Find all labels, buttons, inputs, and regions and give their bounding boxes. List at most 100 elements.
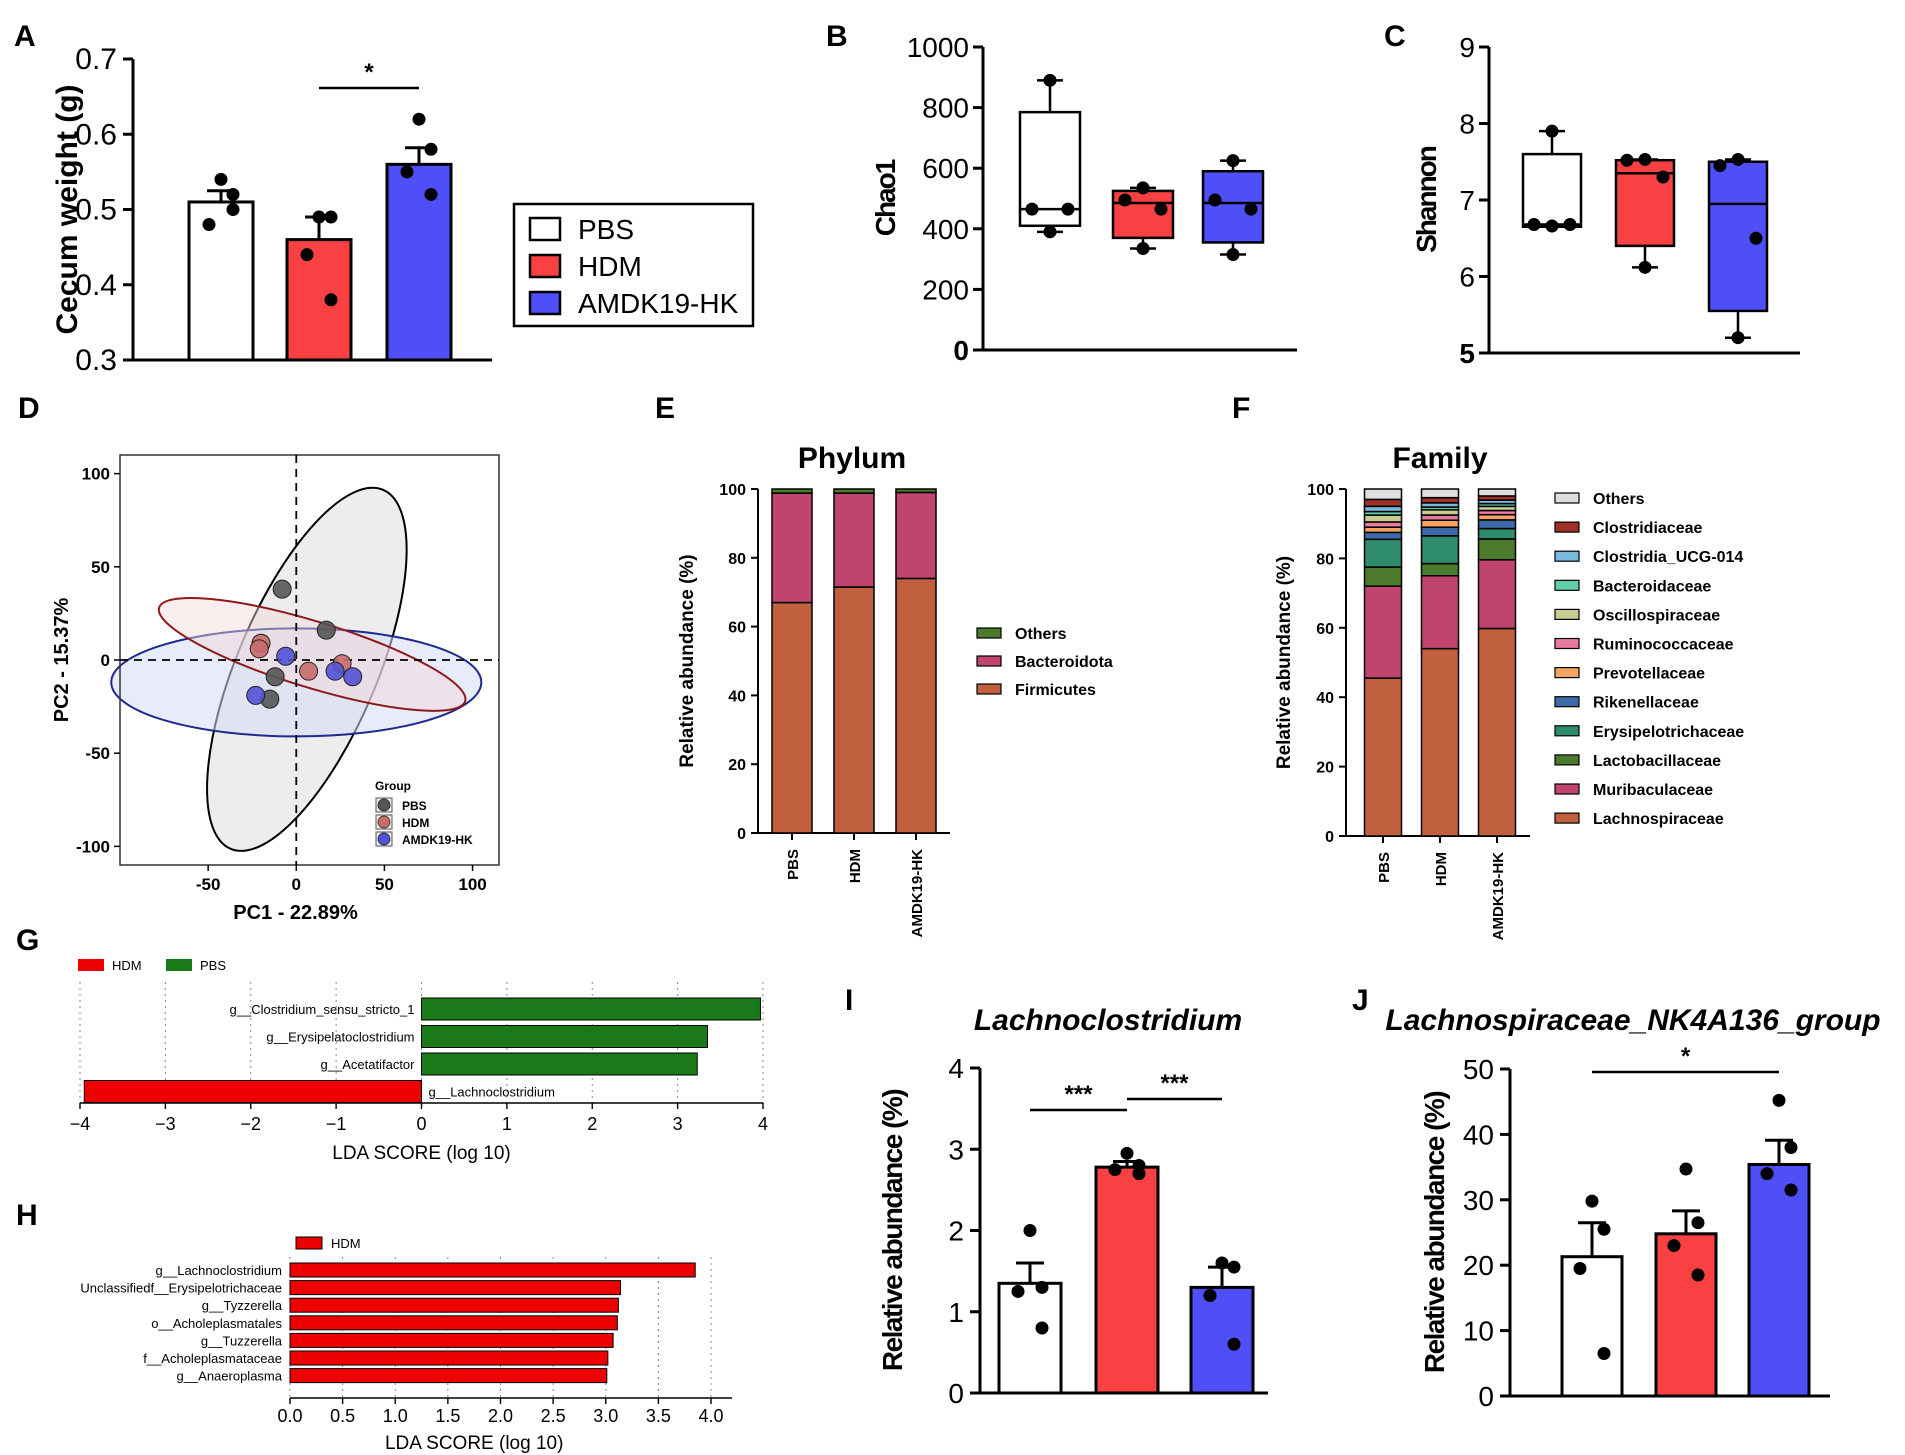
legend-swatch [1554, 696, 1580, 708]
data-point [1011, 1284, 1025, 1298]
y-tick-label: 800 [922, 93, 969, 124]
legend-label: Bacteroidota [1015, 654, 1113, 671]
y-tick-label: 200 [922, 274, 969, 305]
stack-segment [1363, 677, 1403, 837]
y-tick-label: 60 [728, 620, 746, 637]
lda-bar-label: g__Anaeroplasma [176, 1369, 282, 1384]
chart-c-shannon: 5 6 7 8 9 Shannon [1411, 32, 1800, 369]
y-tick-label: 40 [1463, 1119, 1494, 1150]
stack-segment [1420, 535, 1460, 565]
panel-label-b: B [826, 20, 848, 53]
x-tick-label: 3.0 [593, 1406, 618, 1426]
pca-point [299, 661, 319, 681]
y-axis-label: Relative abundance (%) [877, 1090, 908, 1371]
legend-label: Bacteroidaceae [1593, 578, 1711, 595]
legend-swatch [78, 959, 104, 971]
legend-label: AMDK19-HK [578, 288, 739, 319]
y-tick-label: 50 [91, 558, 110, 577]
lda-bar [289, 1332, 614, 1348]
y-tick-label: 400 [922, 214, 969, 245]
x-tick-label: 1.0 [383, 1406, 408, 1426]
y-tick-label: 7 [1459, 185, 1475, 216]
main-legend: PBS HDM AMDK19-HK [512, 202, 755, 328]
y-tick-label: 50 [1463, 1054, 1494, 1085]
y-tick-label: 20 [1463, 1250, 1494, 1281]
y-tick-label: 100 [719, 482, 746, 499]
bar [385, 162, 453, 362]
y-tick-label: 6 [1459, 262, 1475, 293]
bar [1560, 1255, 1624, 1398]
data-point [1108, 1163, 1122, 1177]
chart-title: Family [1392, 442, 1487, 475]
panel-label-e: E [655, 392, 675, 425]
lda-bar [421, 1025, 709, 1048]
stack-segment [895, 577, 937, 834]
legend-label: Erysipelotrichaceae [1593, 724, 1744, 741]
y-axis-label: Chao1 [870, 159, 901, 236]
y-tick-label: 9 [1459, 32, 1475, 63]
chart-i-lachnoclostridium: 0 1 2 3 4 Relative abundance (%) Lachnoclostri… [877, 1004, 1268, 1409]
legend-label: Lachnospiraceae [1593, 811, 1724, 828]
data-point [1597, 1222, 1611, 1236]
data-point [1023, 1224, 1037, 1237]
y-tick-label: 30 [1463, 1185, 1494, 1216]
data-point [1132, 1167, 1146, 1181]
legend-swatch [976, 627, 1002, 639]
y-tick-label: 600 [922, 153, 969, 184]
x-tick-label: 0 [292, 875, 301, 894]
legend-swatch [1554, 725, 1580, 737]
bar [1094, 1165, 1160, 1395]
y-tick-label: 100 [1307, 482, 1334, 499]
stack-segment [833, 586, 875, 834]
y-tick-label: 0 [737, 826, 746, 843]
legend-swatch [1554, 579, 1580, 591]
legend-swatch [1554, 812, 1580, 824]
stack-segment [895, 488, 937, 494]
data-point [1061, 202, 1075, 216]
y-axis-label: Cecum weight (g) [51, 84, 84, 334]
data-point [400, 165, 414, 179]
lda-bar [421, 1052, 698, 1076]
data-point [1691, 1268, 1705, 1282]
legend-label: AMDK19-HK [402, 833, 473, 847]
legend-label: HDM [578, 251, 642, 282]
legend-label: Clostridiaceae [1593, 520, 1702, 537]
y-axis-label: Shannon [1411, 146, 1442, 253]
x-tick-label: AMDK19-HK [1490, 852, 1507, 941]
panel-label-h: H [16, 1199, 38, 1232]
stack-segment [1420, 526, 1460, 537]
legend-label: PBS [578, 214, 634, 245]
stack-segment [1477, 527, 1517, 540]
data-point [1772, 1093, 1786, 1107]
data-point [1749, 231, 1763, 245]
stack-segment [1477, 519, 1517, 530]
stack-segment [1363, 538, 1403, 568]
data-point [1760, 1167, 1774, 1181]
y-tick-label: 40 [1316, 690, 1334, 707]
stack-segment [1363, 498, 1403, 508]
stack-segment [1363, 526, 1403, 534]
y-tick-label: 10 [1463, 1316, 1494, 1347]
y-tick-label: 0 [953, 335, 969, 366]
data-point [1227, 1260, 1241, 1274]
y-tick-label: 2 [948, 1216, 964, 1247]
x-tick-label: 1.5 [435, 1406, 460, 1426]
data-point [1154, 202, 1168, 216]
legend-swatch [1554, 754, 1580, 766]
lda-bar [289, 1350, 609, 1366]
data-point [1118, 193, 1132, 207]
lda-bar-label: f__Acholeplasmataceae [143, 1351, 282, 1366]
legend-swatch [528, 253, 562, 279]
legend-label: Others [1593, 491, 1645, 508]
legend-label: Ruminococcaceae [1593, 637, 1734, 654]
stack-segment [1477, 559, 1517, 630]
x-axis-label: LDA SCORE (log 10) [385, 1433, 563, 1454]
y-axis-label: Relative abundance (%) [677, 554, 698, 767]
data-point [1545, 219, 1559, 233]
data-point [1226, 248, 1240, 262]
chart-b-chao1: 0 200 400 600 800 1000 Chao1 [870, 32, 1297, 366]
lda-bar-label: g__Erysipelatoclostridium [266, 1030, 414, 1045]
data-point [1545, 124, 1559, 138]
significance-label: * [364, 59, 374, 86]
stack-segment [833, 488, 875, 494]
